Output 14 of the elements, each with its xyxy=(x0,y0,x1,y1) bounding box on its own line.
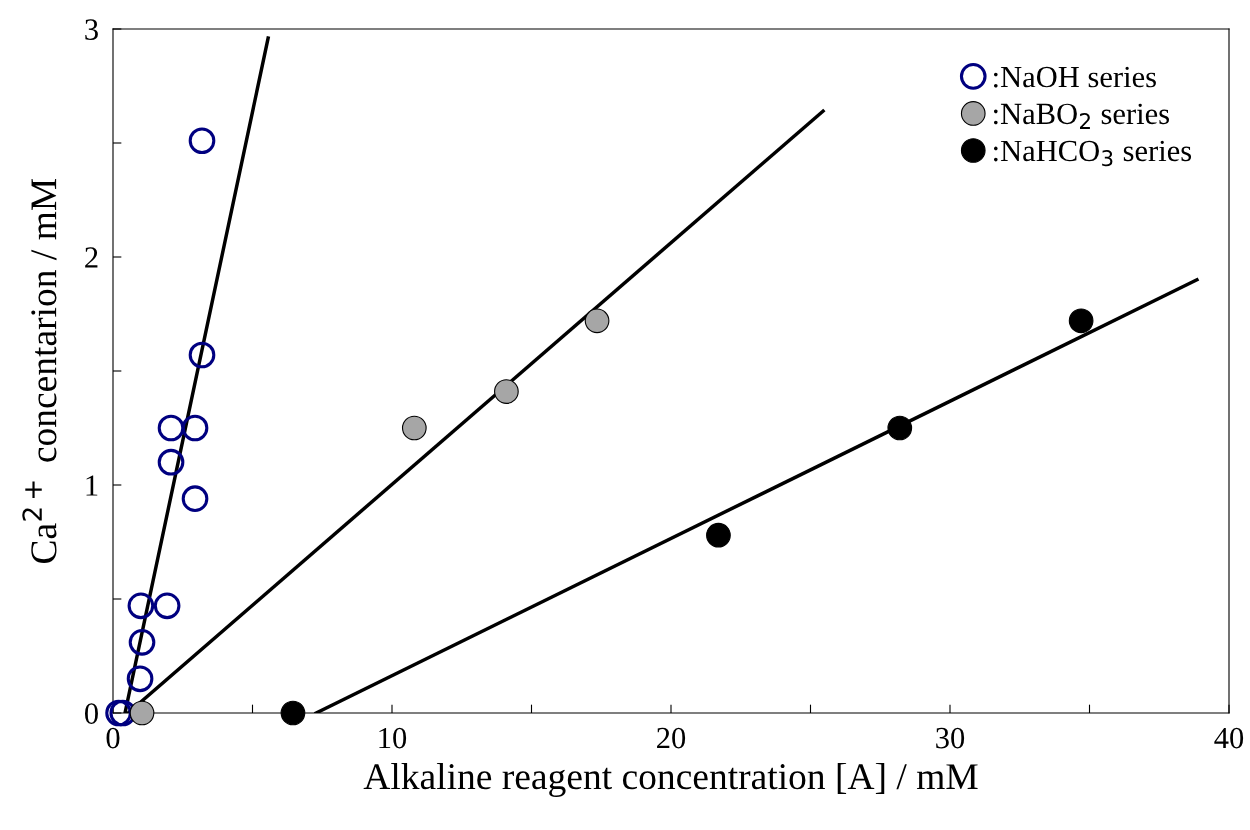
y-tick-label: 3 xyxy=(85,19,98,40)
legend-label: :NaOH series xyxy=(994,66,1156,88)
y-tick-label: 0 xyxy=(85,703,98,724)
x-tick-label: 0 xyxy=(106,727,120,749)
y-tick-label: 2 xyxy=(85,247,98,268)
legend-label: :NaBO$_{2}$ series xyxy=(994,103,1169,129)
x-tick-label: 30 xyxy=(936,727,965,749)
legend-label: :NaHCO$_{3}$ series xyxy=(994,140,1192,167)
x-tick-label: 40 xyxy=(1214,727,1244,749)
x-tick-label: 20 xyxy=(657,727,686,749)
x-tick-label: 10 xyxy=(379,727,407,749)
y-axis-title: Ca$^{2+}$ concentarion / mM xyxy=(22,178,57,563)
y-tick-label: 1 xyxy=(86,475,98,496)
x-axis-title: Alkaline reagent concentration [A] / mM xyxy=(363,762,978,798)
